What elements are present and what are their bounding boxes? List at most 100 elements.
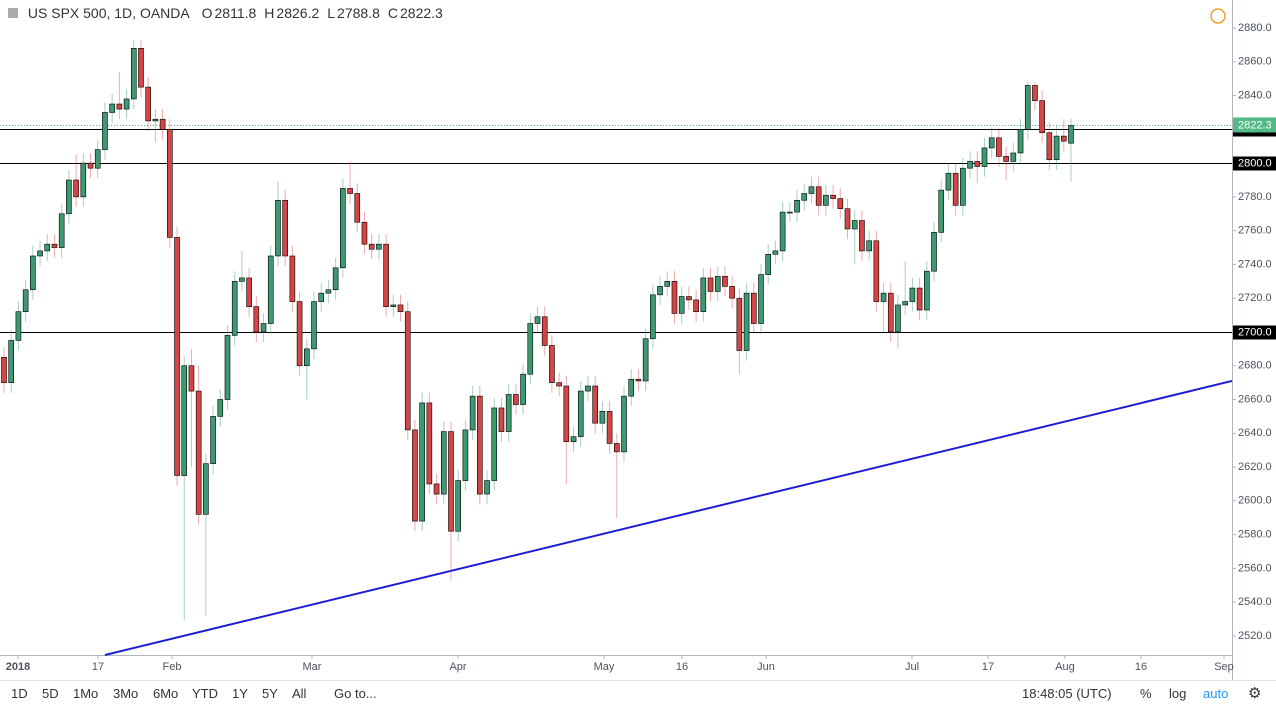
candle-body <box>455 480 461 532</box>
candle-body <box>563 385 570 443</box>
range-button[interactable]: YTD <box>192 686 218 701</box>
candle-body <box>1060 135 1067 142</box>
candle-body <box>945 172 952 191</box>
candle <box>967 151 973 179</box>
candle <box>498 397 505 442</box>
candle <box>628 369 635 407</box>
candle <box>440 421 447 505</box>
settings-button[interactable]: ⚙ <box>1248 685 1262 702</box>
axis-option[interactable]: log <box>1169 686 1187 701</box>
candle <box>859 210 865 262</box>
candle-body <box>823 194 829 206</box>
range-button[interactable]: 1D <box>11 686 28 701</box>
candle-body <box>1024 85 1031 130</box>
candle <box>253 296 260 343</box>
candle <box>203 453 209 616</box>
last-price-tag <box>1233 117 1276 133</box>
candle-body <box>830 194 836 199</box>
candle-body <box>887 292 894 333</box>
range-button[interactable]: 1Y <box>232 686 248 701</box>
candle-body <box>477 395 483 495</box>
candle <box>37 240 43 267</box>
candle-body <box>58 213 65 248</box>
candle <box>390 294 397 317</box>
candle-body <box>606 411 613 444</box>
candle-body <box>224 335 231 400</box>
candle-body <box>938 189 945 233</box>
candle <box>570 426 577 452</box>
range-button[interactable]: All <box>292 686 307 701</box>
candle <box>887 283 894 343</box>
range-button[interactable]: 3Mo <box>113 686 139 701</box>
axis-option[interactable]: % <box>1140 686 1152 701</box>
candle-body <box>614 443 620 453</box>
candle-body <box>390 304 397 307</box>
candle-body <box>167 129 173 238</box>
candle <box>534 306 541 334</box>
chart-title: US SPX 500, 1D, OANDA <box>27 5 190 21</box>
ohlc-label: O <box>201 5 213 21</box>
candle <box>873 230 880 312</box>
candle <box>671 271 678 324</box>
x-tick-label: Aug <box>1055 661 1075 673</box>
candle <box>15 301 22 351</box>
candle-body <box>758 274 764 324</box>
candle-body <box>412 429 418 522</box>
candle-body <box>116 103 123 110</box>
range-button[interactable]: 5Y <box>262 686 278 701</box>
candle <box>642 328 649 392</box>
candle-body <box>80 162 87 198</box>
candle-body <box>1053 135 1060 161</box>
candle <box>354 183 361 233</box>
candle-body <box>895 304 901 333</box>
candle <box>1024 82 1031 140</box>
candle <box>902 261 908 316</box>
axis-option[interactable]: auto <box>1203 686 1229 701</box>
candle <box>931 222 937 282</box>
goto-button[interactable]: Go to... <box>334 686 377 701</box>
y-tick-label: 2520.0 <box>1238 630 1272 642</box>
candle <box>22 279 29 322</box>
candle <box>678 286 685 324</box>
candle-body <box>635 378 642 382</box>
candle-body <box>491 407 498 481</box>
x-tick-label: Jul <box>905 661 919 673</box>
candle-body <box>714 275 721 292</box>
range-button[interactable]: 5D <box>42 686 59 701</box>
ohlc-value: 2822.3 <box>400 5 443 21</box>
candle-body <box>239 277 245 282</box>
candle-body <box>66 179 72 215</box>
candle <box>51 234 58 258</box>
candle-body <box>15 311 22 341</box>
candle-body <box>671 281 678 314</box>
candle <box>8 330 15 393</box>
candle <box>585 375 591 402</box>
candle-body <box>44 243 51 252</box>
candle-body <box>628 378 635 397</box>
range-button[interactable]: 6Mo <box>153 686 179 701</box>
candle <box>758 264 764 334</box>
candle-body <box>873 240 880 302</box>
candle-body <box>527 323 534 375</box>
candle-body <box>87 162 94 169</box>
candle <box>549 335 555 393</box>
candle-body <box>599 411 606 424</box>
candle-body <box>534 316 541 324</box>
candle <box>801 183 808 211</box>
x-tick-label: May <box>594 661 615 673</box>
candle-body <box>123 98 130 110</box>
candle-body <box>318 292 325 302</box>
candle-body <box>693 299 699 313</box>
candle-body <box>722 275 728 287</box>
candle-body <box>354 193 361 223</box>
candle-body <box>577 390 584 437</box>
candle <box>1039 90 1045 143</box>
candle-body <box>361 221 368 245</box>
candle-body <box>707 277 714 292</box>
candle <box>996 127 1002 167</box>
y-tick-label: 2600.0 <box>1238 495 1272 507</box>
candle <box>1046 122 1053 170</box>
candle-body <box>289 255 296 302</box>
range-button[interactable]: 1Mo <box>73 686 99 701</box>
